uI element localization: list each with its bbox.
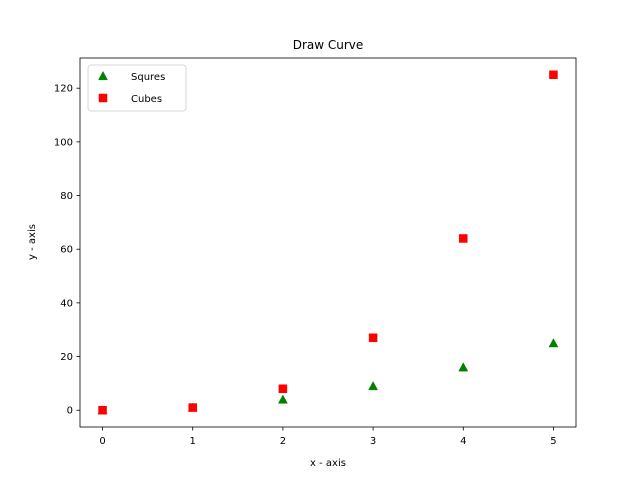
legend: Squres Cubes bbox=[87, 64, 187, 112]
x-tick-label: 4 bbox=[460, 436, 466, 447]
legend-marker bbox=[98, 70, 108, 81]
legend-label: Cubes bbox=[131, 94, 162, 105]
y-axis-label: y - axis bbox=[27, 224, 38, 260]
data-point bbox=[277, 394, 288, 404]
y-tick-label: 80 bbox=[60, 191, 73, 202]
y-tick-label: 20 bbox=[60, 352, 73, 363]
data-point bbox=[98, 405, 107, 415]
data-point bbox=[368, 333, 378, 343]
data-point bbox=[188, 403, 197, 412]
y-tick-label: 0 bbox=[67, 406, 73, 417]
data-point bbox=[458, 362, 469, 372]
chart-title: Draw Curve bbox=[293, 38, 364, 52]
x-axis-label: x - axis bbox=[310, 458, 346, 469]
x-tick-label: 0 bbox=[99, 436, 105, 447]
x-tick-label: 1 bbox=[190, 436, 196, 447]
plot-area: 0 1 2 3 4 5 0 20 40 60 80 100 120 bbox=[54, 57, 577, 447]
plot-frame bbox=[79, 57, 577, 428]
legend-box bbox=[87, 64, 187, 112]
y-tick-label: 60 bbox=[60, 245, 73, 256]
x-tick-label: 5 bbox=[550, 436, 556, 447]
series-2 bbox=[98, 70, 558, 415]
data-point bbox=[278, 384, 288, 394]
data-point bbox=[368, 381, 379, 391]
x-tick-label: 3 bbox=[370, 436, 376, 447]
y-tick-label: 120 bbox=[54, 84, 73, 95]
data-point bbox=[549, 70, 558, 80]
data-point bbox=[459, 234, 468, 243]
legend-marker bbox=[98, 93, 108, 103]
legend-label: Squres bbox=[131, 72, 165, 83]
x-tick-label: 2 bbox=[280, 436, 286, 447]
data-point bbox=[548, 338, 559, 348]
y-tick-label: 100 bbox=[54, 137, 73, 148]
y-tick-label: 40 bbox=[60, 298, 73, 309]
